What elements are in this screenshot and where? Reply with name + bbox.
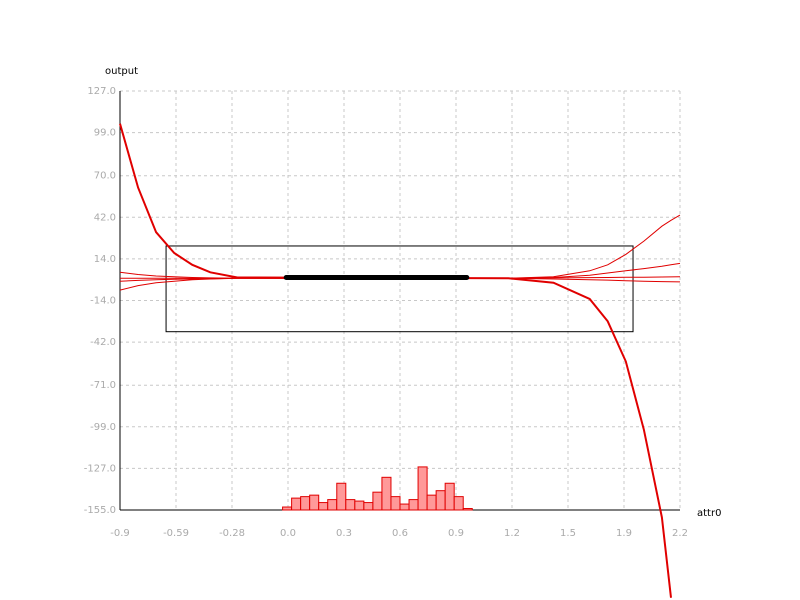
y-tick-label: 99.0 bbox=[94, 128, 116, 139]
y-tick-label: -42.0 bbox=[90, 337, 116, 348]
histogram-bar bbox=[282, 506, 293, 511]
histogram-bar bbox=[291, 497, 302, 511]
x-tick-label: 1.5 bbox=[560, 528, 576, 539]
y-tick-label: 70.0 bbox=[94, 171, 116, 182]
histogram-bar bbox=[426, 494, 437, 511]
y-tick-label: 14.0 bbox=[94, 254, 116, 265]
histogram-bar bbox=[399, 503, 410, 511]
series-line bbox=[120, 276, 681, 279]
y-tick-label: -14.0 bbox=[90, 296, 116, 307]
histogram-bar bbox=[345, 499, 356, 511]
histogram-bar bbox=[462, 508, 473, 511]
histogram-bar bbox=[444, 482, 455, 511]
x-tick-label: -0.59 bbox=[163, 528, 189, 539]
histogram-bar bbox=[453, 496, 464, 511]
histogram-bar bbox=[318, 502, 329, 511]
histogram-bar bbox=[435, 490, 446, 511]
series-line bbox=[119, 123, 672, 598]
histogram-bar bbox=[417, 466, 428, 511]
y-tick-label: -99.0 bbox=[90, 422, 116, 433]
y-tick-label: 42.0 bbox=[94, 212, 116, 223]
y-tick-label: -155.0 bbox=[84, 505, 116, 516]
histogram-bar bbox=[390, 496, 401, 511]
histogram-bar bbox=[372, 491, 383, 511]
x-tick-label: 0.3 bbox=[336, 528, 352, 539]
histogram-bar bbox=[327, 499, 338, 511]
range-box bbox=[165, 245, 634, 333]
x-tick-label: 0.0 bbox=[280, 528, 296, 539]
histogram-bar bbox=[309, 494, 320, 511]
y-axis-label: output bbox=[105, 66, 138, 77]
x-tick-label: 1.9 bbox=[616, 528, 632, 539]
histogram-bar bbox=[363, 502, 374, 511]
x-tick-label: 0.6 bbox=[392, 528, 408, 539]
x-tick-label: 1.2 bbox=[504, 528, 520, 539]
histogram-bar bbox=[300, 496, 311, 511]
x-tick-label: 0.9 bbox=[448, 528, 464, 539]
y-tick-label: -127.0 bbox=[84, 463, 116, 474]
y-tick-label: 127.0 bbox=[87, 86, 116, 97]
histogram-bar bbox=[336, 482, 347, 511]
histogram-bar bbox=[408, 499, 419, 511]
x-axis-label: attr0 bbox=[697, 508, 721, 519]
x-tick-label: 2.2 bbox=[672, 528, 688, 539]
y-tick-label: -71.0 bbox=[90, 380, 116, 391]
series-line bbox=[119, 277, 681, 283]
histogram-bar bbox=[354, 500, 365, 511]
x-tick-label: -0.9 bbox=[110, 528, 130, 539]
histogram-bar bbox=[381, 476, 392, 511]
x-tick-label: -0.28 bbox=[219, 528, 245, 539]
